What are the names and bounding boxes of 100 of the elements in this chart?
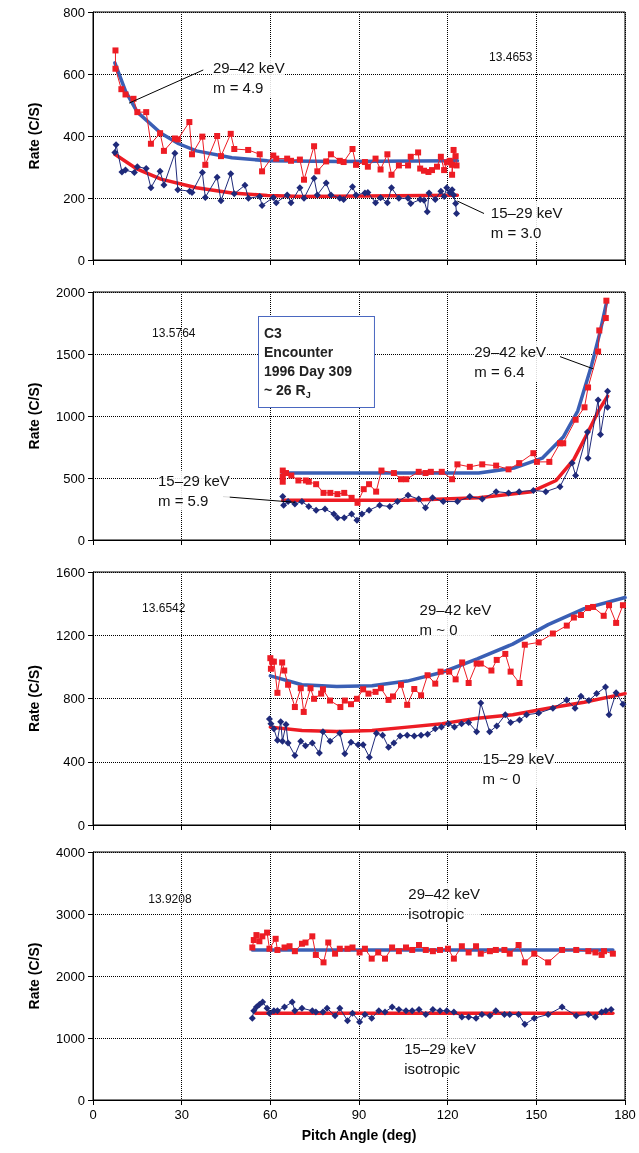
point — [313, 481, 320, 488]
point — [256, 938, 263, 945]
point — [349, 944, 356, 951]
point — [319, 1008, 327, 1016]
point — [583, 428, 591, 436]
point — [288, 998, 296, 1006]
point — [378, 467, 385, 474]
point — [516, 680, 523, 686]
point — [521, 1020, 529, 1028]
x-tick-label: 180 — [614, 1107, 636, 1122]
point — [270, 725, 278, 733]
point — [429, 948, 436, 955]
point — [559, 946, 566, 953]
point — [606, 602, 613, 609]
point — [381, 1008, 389, 1016]
point — [320, 959, 327, 966]
point — [596, 431, 604, 439]
point — [348, 701, 355, 708]
point — [267, 720, 275, 728]
point — [454, 461, 461, 468]
point — [325, 939, 332, 946]
point — [477, 699, 485, 707]
y-tick-label: 400 — [63, 754, 85, 770]
point — [584, 1010, 592, 1018]
point — [319, 686, 326, 693]
point — [422, 504, 429, 512]
point — [439, 498, 447, 506]
y-tick-label: 3000 — [56, 906, 85, 922]
point — [443, 1007, 451, 1015]
point — [283, 191, 291, 199]
x-tick-label: 60 — [263, 1107, 278, 1122]
point — [602, 1007, 610, 1015]
point — [341, 489, 348, 496]
point — [572, 416, 579, 423]
point — [300, 708, 307, 715]
point — [244, 194, 252, 202]
point — [147, 184, 155, 192]
y-tick-label: 1000 — [56, 1030, 85, 1046]
point — [256, 192, 264, 200]
point — [266, 945, 273, 952]
point — [298, 498, 306, 506]
annotation: 15–29 keV m = 5.9 — [158, 472, 230, 510]
point — [279, 493, 287, 501]
point — [420, 196, 428, 204]
point — [492, 946, 499, 953]
point — [592, 949, 599, 956]
point — [343, 1017, 351, 1025]
point — [452, 676, 459, 683]
point — [515, 1010, 523, 1018]
point — [424, 672, 431, 679]
annotation: 29–42 keV m = 4.9 — [213, 59, 285, 97]
point — [506, 950, 513, 957]
point — [556, 483, 564, 491]
annotation: 29–42 keV m = 6.4 — [474, 343, 546, 381]
point — [410, 732, 418, 740]
point — [372, 729, 380, 737]
point — [488, 667, 495, 674]
point — [356, 1018, 364, 1026]
point — [427, 468, 434, 475]
point — [523, 711, 531, 719]
point — [332, 950, 339, 957]
point — [596, 327, 603, 334]
y-axis-title: Rate (C/S) — [26, 942, 42, 1010]
point — [331, 1012, 339, 1020]
point — [501, 946, 508, 953]
point — [352, 191, 360, 199]
point — [341, 697, 348, 704]
point — [336, 1004, 344, 1012]
point — [450, 723, 458, 731]
point — [581, 404, 588, 411]
point — [573, 946, 580, 953]
point — [505, 489, 513, 497]
point — [477, 950, 484, 957]
point — [521, 959, 528, 966]
point — [312, 506, 320, 514]
point — [402, 944, 409, 951]
point — [601, 683, 609, 691]
point — [360, 686, 367, 693]
point — [390, 739, 398, 747]
point — [279, 659, 286, 666]
point — [321, 505, 329, 513]
point — [130, 169, 138, 177]
point — [312, 951, 319, 958]
point — [437, 723, 445, 731]
point — [530, 1014, 538, 1022]
point — [133, 163, 141, 171]
point — [422, 946, 429, 953]
point — [409, 946, 416, 953]
point — [459, 659, 466, 666]
point — [453, 498, 461, 506]
point — [571, 704, 579, 712]
point — [535, 639, 542, 646]
point — [156, 167, 164, 175]
point — [284, 739, 292, 747]
point — [609, 950, 616, 957]
point — [347, 738, 355, 746]
y-axis-title: Rate (C/S) — [26, 382, 42, 450]
point — [361, 1010, 369, 1018]
point — [264, 929, 271, 936]
point — [372, 199, 380, 207]
